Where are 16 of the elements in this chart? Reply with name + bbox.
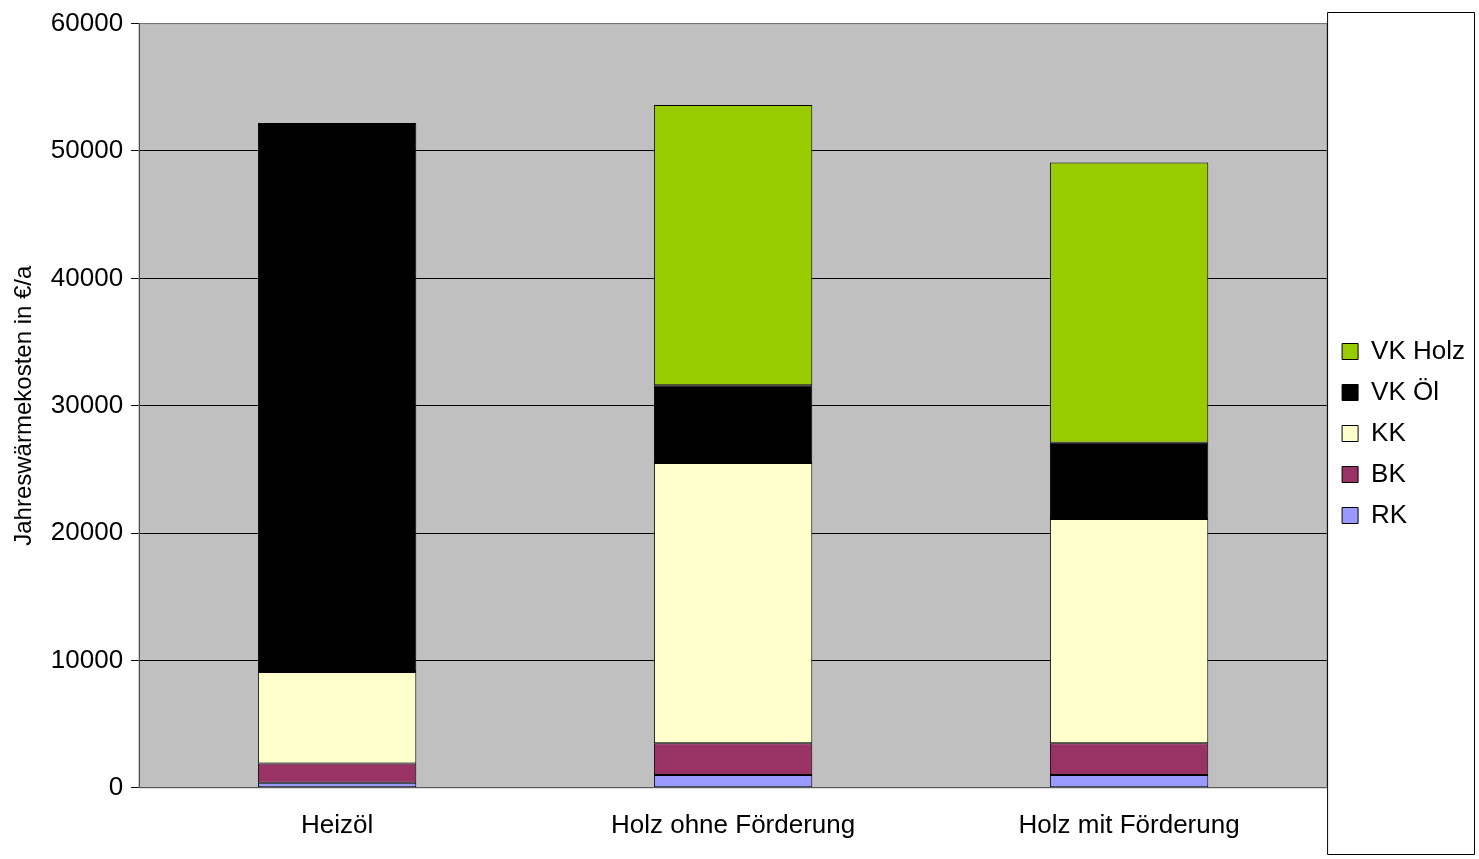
- legend-label: VK Holz: [1371, 334, 1465, 365]
- legend-label: VK Öl: [1371, 375, 1439, 406]
- x-tick-label: Holz mit Förderung: [1018, 808, 1240, 839]
- x-tick-label: Holz ohne Förderung: [610, 808, 856, 839]
- legend-label: KK: [1371, 416, 1407, 447]
- x-tick-label: Heizöl: [300, 808, 374, 839]
- y-tick-label: 0: [108, 770, 124, 801]
- y-axis-title: Jahreswärmekosten in €/a: [9, 264, 37, 546]
- y-tick-label: 60000: [50, 6, 124, 37]
- y-tick-label: 30000: [50, 388, 124, 419]
- legend-label: RK: [1371, 498, 1408, 529]
- y-tick-label: 10000: [50, 643, 124, 674]
- y-tick-label: 20000: [50, 516, 124, 547]
- y-tick-label: 50000: [50, 134, 124, 165]
- legend-label: BK: [1371, 457, 1407, 488]
- y-tick-label: 40000: [50, 261, 124, 292]
